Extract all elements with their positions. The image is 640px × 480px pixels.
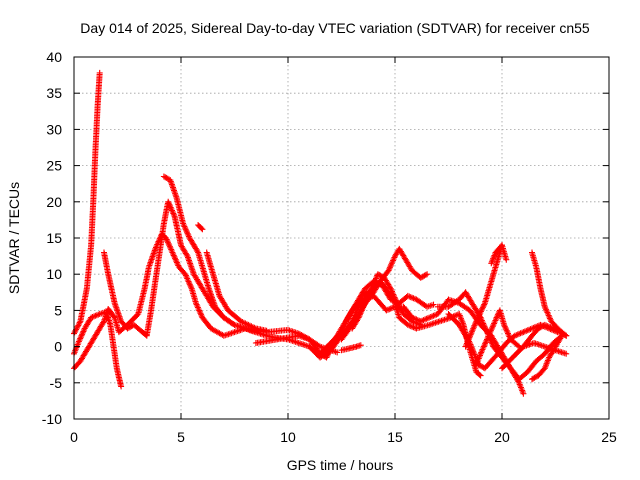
- y-tick-label: -10: [42, 411, 62, 427]
- y-tick-label: 30: [46, 121, 62, 137]
- y-tick-label: 10: [46, 266, 62, 282]
- x-tick-label: 10: [280, 429, 296, 445]
- series-arc-22: [520, 321, 570, 350]
- x-tick-label: 5: [177, 429, 185, 445]
- series-arc-12: [349, 271, 424, 332]
- series-arc-11: [338, 342, 364, 354]
- y-tick-label: 20: [46, 194, 62, 210]
- series-arc-21: [529, 332, 565, 383]
- x-tick-label: 20: [494, 429, 510, 445]
- series-marks-arc-12: [349, 271, 424, 332]
- series-marks-arc-21: [529, 332, 565, 383]
- x-tick-label: 0: [70, 429, 78, 445]
- y-tick-label: 40: [46, 49, 62, 65]
- series-marks-arc-5: [160, 173, 259, 336]
- series-arc-1: [71, 69, 103, 337]
- series-arc-5: [160, 173, 259, 336]
- axis-ticks: 0 5 10 15 20 25 -10 -5 0 5 10 15 20 25 30 35 40: [42, 49, 617, 445]
- series-arc-6: [195, 222, 206, 233]
- series-marks-arc-22: [520, 321, 570, 350]
- series-marks-arc-7: [203, 249, 270, 334]
- series-marks-arc-6: [195, 222, 206, 233]
- grid: [74, 57, 609, 419]
- x-tick-label: 25: [601, 429, 617, 445]
- chart-title: Day 014 of 2025, Sidereal Day-to-day VTE…: [80, 20, 590, 36]
- series-marks-arc-16: [473, 307, 523, 368]
- series-marks-arc-11: [338, 342, 364, 354]
- series-arc-7: [203, 249, 270, 334]
- y-axis-label: SDTVAR / TECUs: [6, 182, 22, 294]
- series-arc-19: [488, 242, 510, 267]
- y-tick-label: 5: [54, 302, 62, 318]
- x-axis-label: GPS time / hours: [287, 457, 394, 473]
- y-tick-label: 25: [46, 158, 62, 174]
- y-tick-label: -5: [50, 375, 63, 391]
- y-tick-label: 0: [54, 339, 62, 355]
- series-marks-arc-19: [488, 242, 510, 267]
- series-arc-17: [462, 242, 505, 350]
- data-marks: [71, 69, 570, 397]
- x-tick-label: 15: [387, 429, 403, 445]
- series-arc-16: [473, 307, 523, 368]
- y-tick-label: 35: [46, 85, 62, 101]
- series-marks-arc-1: [71, 69, 103, 337]
- series-marks-arc-17: [462, 242, 505, 350]
- y-tick-label: 15: [46, 230, 62, 246]
